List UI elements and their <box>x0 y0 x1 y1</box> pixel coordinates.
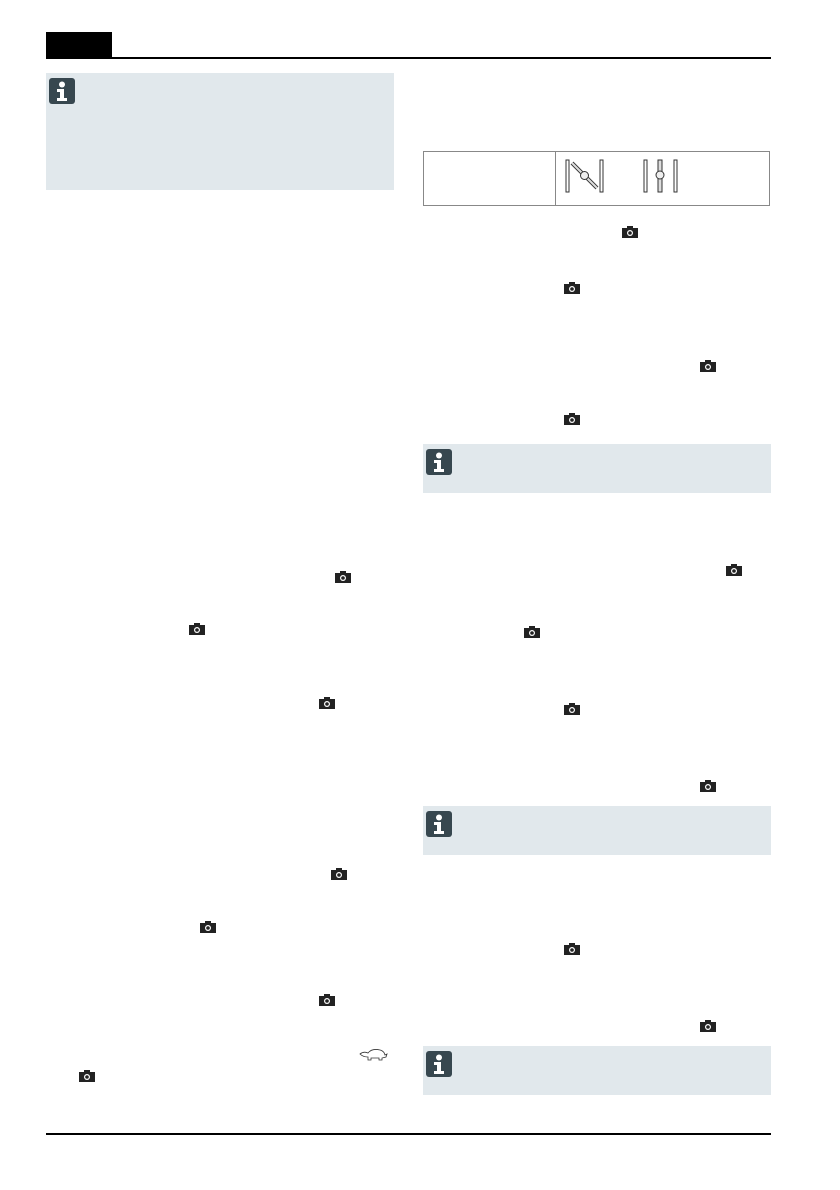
turtle-icon <box>359 1049 388 1061</box>
camera-icon <box>200 921 216 933</box>
footer-rule <box>46 1133 771 1135</box>
header-tab-block <box>46 32 112 58</box>
info-icon <box>426 449 452 475</box>
camera-icon <box>700 780 716 792</box>
camera-icon <box>726 564 742 576</box>
camera-icon <box>564 413 580 425</box>
info-note-box <box>46 73 394 190</box>
valve-diagonal-icon <box>565 159 604 193</box>
camera-icon <box>189 623 205 635</box>
camera-icon <box>700 360 716 372</box>
valve-position-table <box>423 151 770 206</box>
camera-icon <box>79 1070 95 1082</box>
camera-icon <box>319 697 335 709</box>
camera-icon <box>564 943 580 955</box>
info-icon <box>426 1051 452 1077</box>
table-divider <box>555 152 556 205</box>
info-icon <box>49 78 75 104</box>
camera-icon <box>331 868 347 880</box>
camera-icon <box>622 226 638 238</box>
camera-icon <box>700 1020 716 1032</box>
info-note-box <box>423 806 771 855</box>
info-note-box <box>423 1046 771 1095</box>
header-rule <box>46 57 771 59</box>
camera-icon <box>319 994 335 1006</box>
info-note-box <box>423 444 771 493</box>
camera-icon <box>524 626 540 638</box>
info-icon <box>426 811 452 837</box>
camera-icon <box>564 282 580 294</box>
camera-icon <box>564 703 580 715</box>
camera-icon <box>335 571 351 583</box>
valve-vertical-icon <box>643 159 678 193</box>
